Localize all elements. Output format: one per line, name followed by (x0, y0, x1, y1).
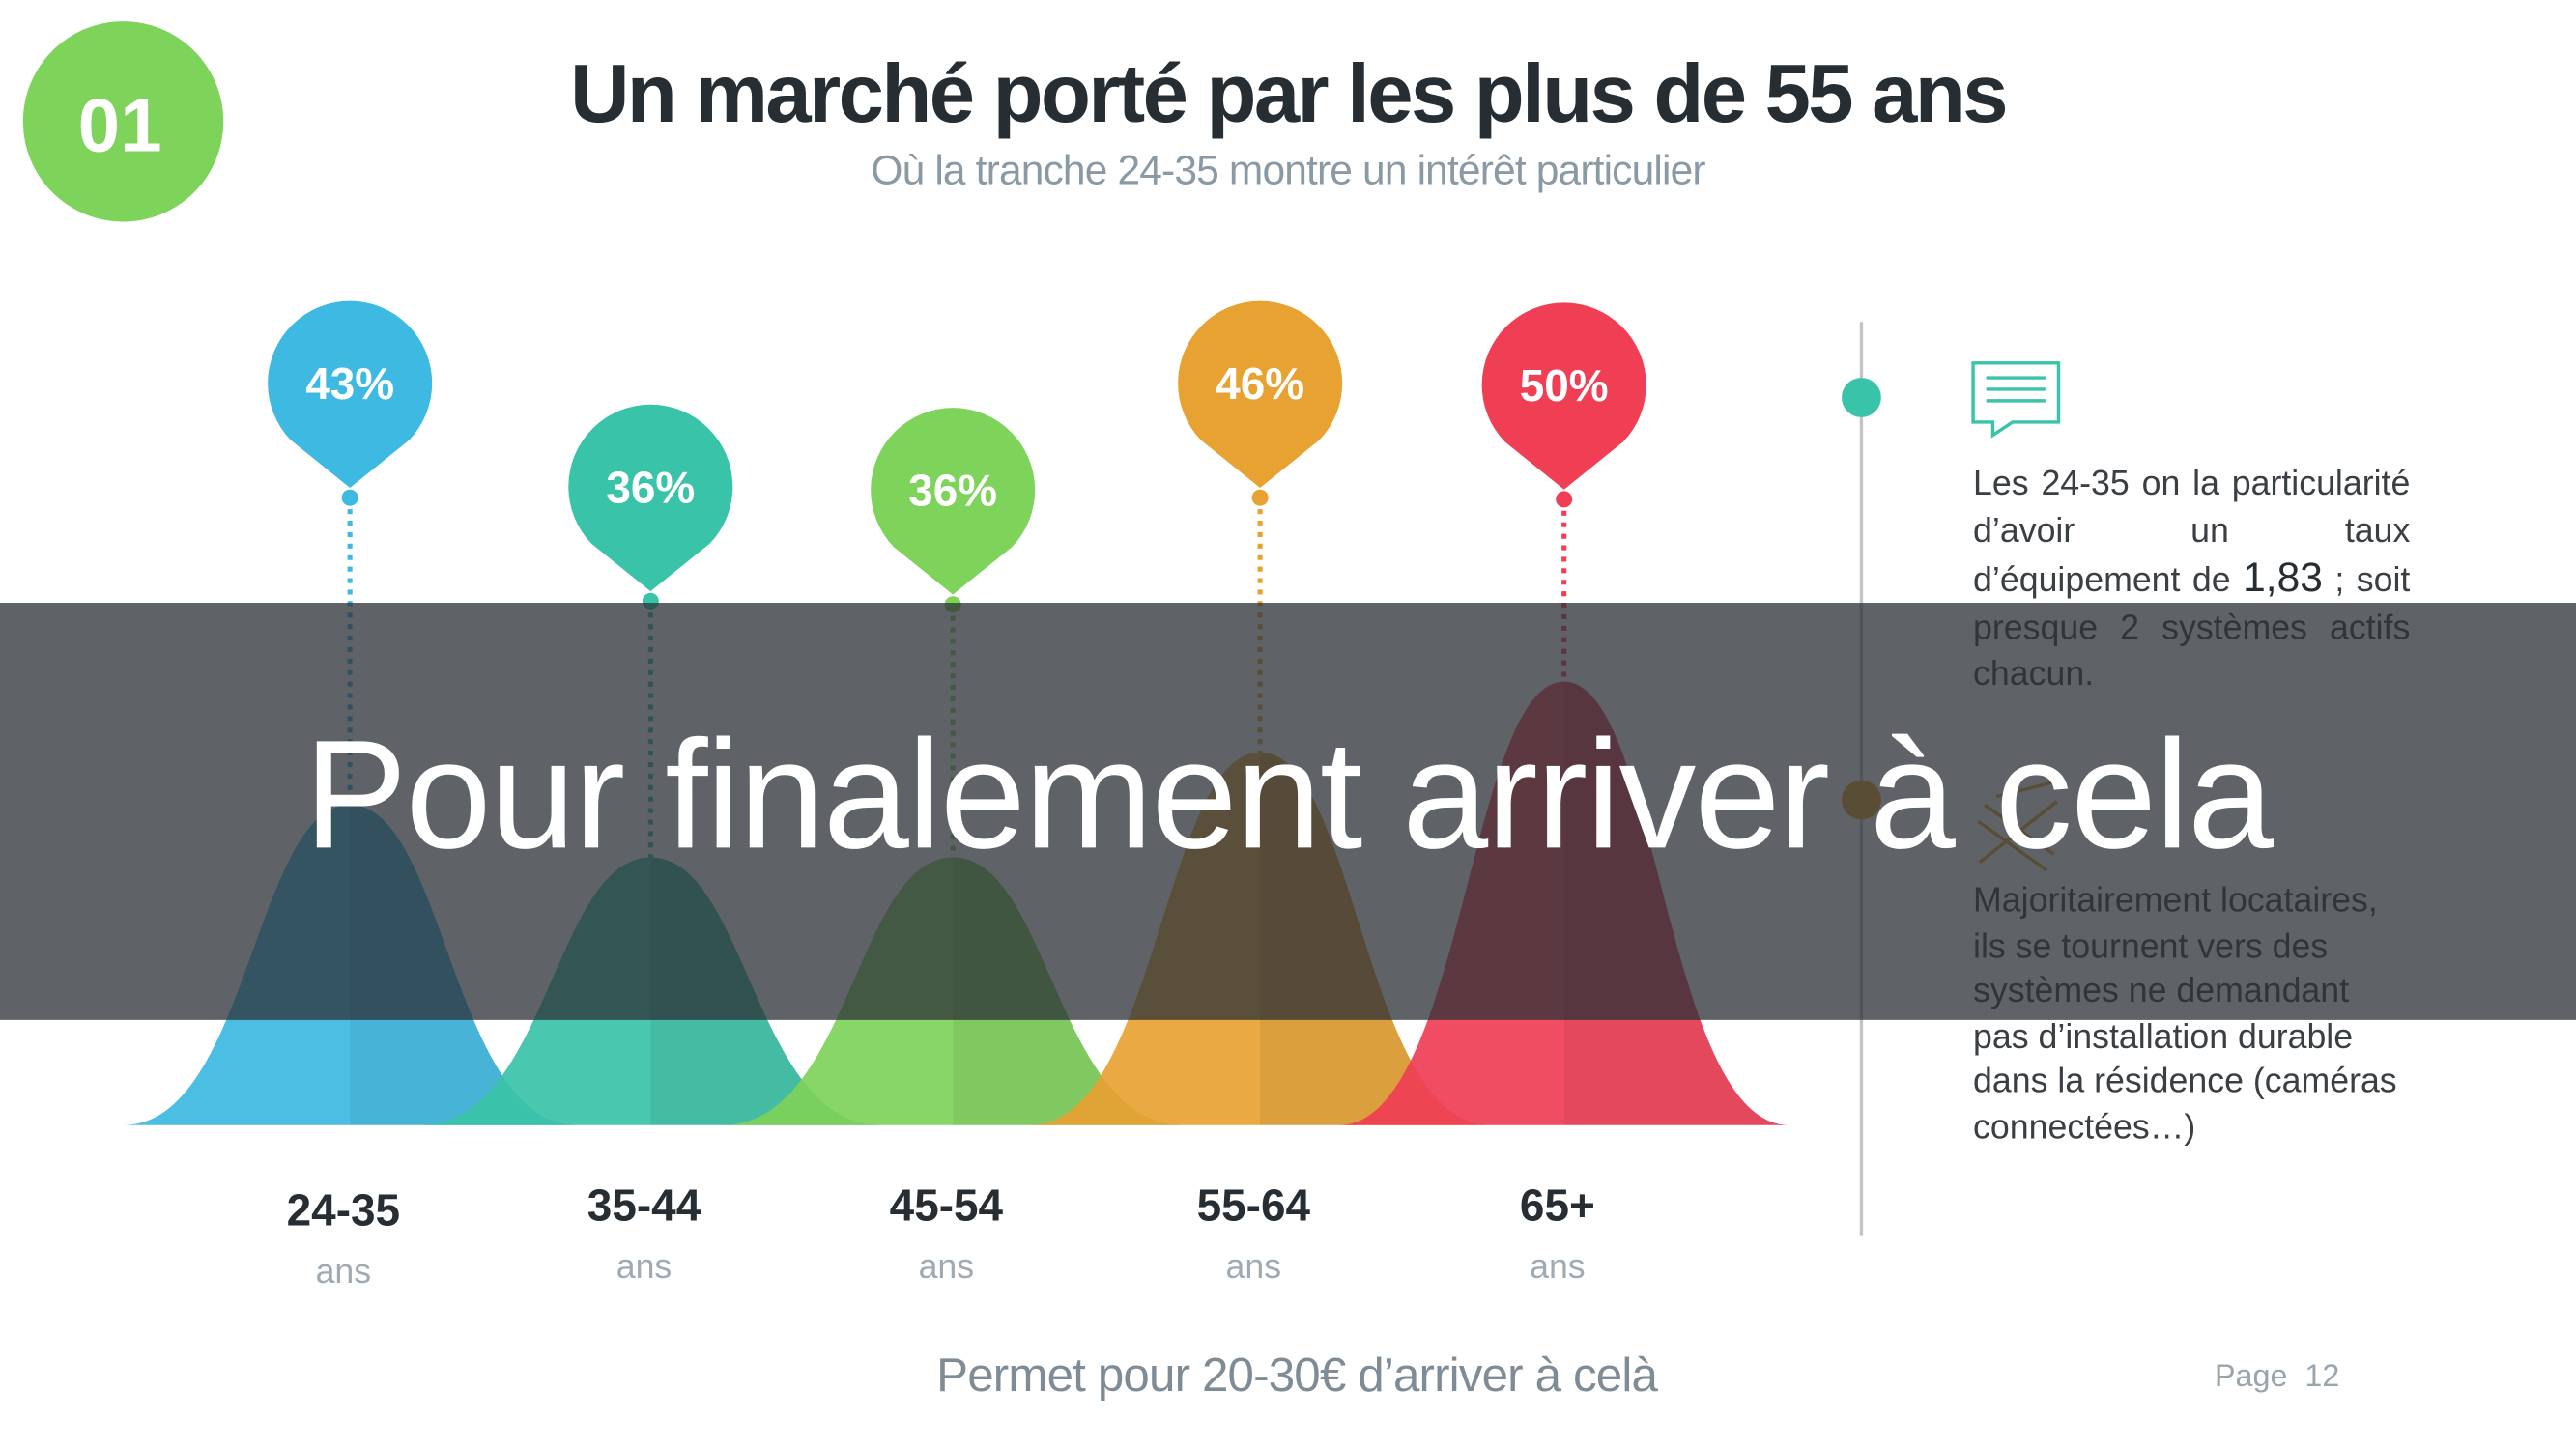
age-unit: ans (1530, 1248, 1586, 1287)
pin-marker (268, 300, 433, 488)
page-subtitle: Où la tranche 24-35 montre un intérêt pa… (871, 148, 1705, 194)
age-label: 45-54 (889, 1180, 1004, 1231)
section-badge (22, 21, 224, 222)
page-value: 12 (2304, 1359, 2340, 1395)
age-label: 55-64 (1196, 1180, 1311, 1231)
age-unit: ans (918, 1248, 975, 1287)
page-number: Page 12 (2215, 1360, 2339, 1396)
age-unit: ans (1225, 1248, 1282, 1287)
overlay-caption: Pour finalement arriver à cela (303, 707, 2274, 881)
caption-overlay (0, 603, 2576, 1020)
age-label: 65+ (1519, 1180, 1595, 1231)
pin-percent: 43% (305, 358, 394, 409)
pin-percent: 36% (908, 466, 997, 516)
age-unit: ans (315, 1253, 372, 1292)
timeline-dot (1842, 378, 1881, 417)
footer-note: Permet pour 20-30€ d’arriver à celà (936, 1350, 1658, 1404)
pin-marker (871, 408, 1036, 595)
pin-percent: 36% (606, 462, 695, 512)
pin-dot (1251, 489, 1269, 506)
equipment-rate-value: 1,83 (2243, 554, 2323, 602)
insight-text: Les 24-35 on la particularité d’avoir un… (1973, 465, 2411, 600)
age-unit: ans (615, 1248, 673, 1287)
speech-bubble-icon (1971, 361, 2061, 439)
pin-marker (1481, 302, 1646, 490)
page-title: Un marché porté par les plus de 55 ans (570, 47, 2008, 140)
pin-percent: 46% (1216, 358, 1304, 409)
percentage-pins: 43% 36% 36% 46% 50% (268, 300, 1646, 858)
age-label: 35-44 (587, 1180, 701, 1231)
page-label: Page (2215, 1359, 2288, 1395)
pin-marker (1178, 300, 1343, 488)
pin-marker (568, 404, 733, 592)
age-label: 24-35 (286, 1185, 401, 1236)
section-number: 01 (78, 82, 162, 167)
pin-dot (341, 489, 358, 506)
pin-dot (1556, 491, 1573, 508)
pin-percent: 50% (1520, 360, 1609, 411)
